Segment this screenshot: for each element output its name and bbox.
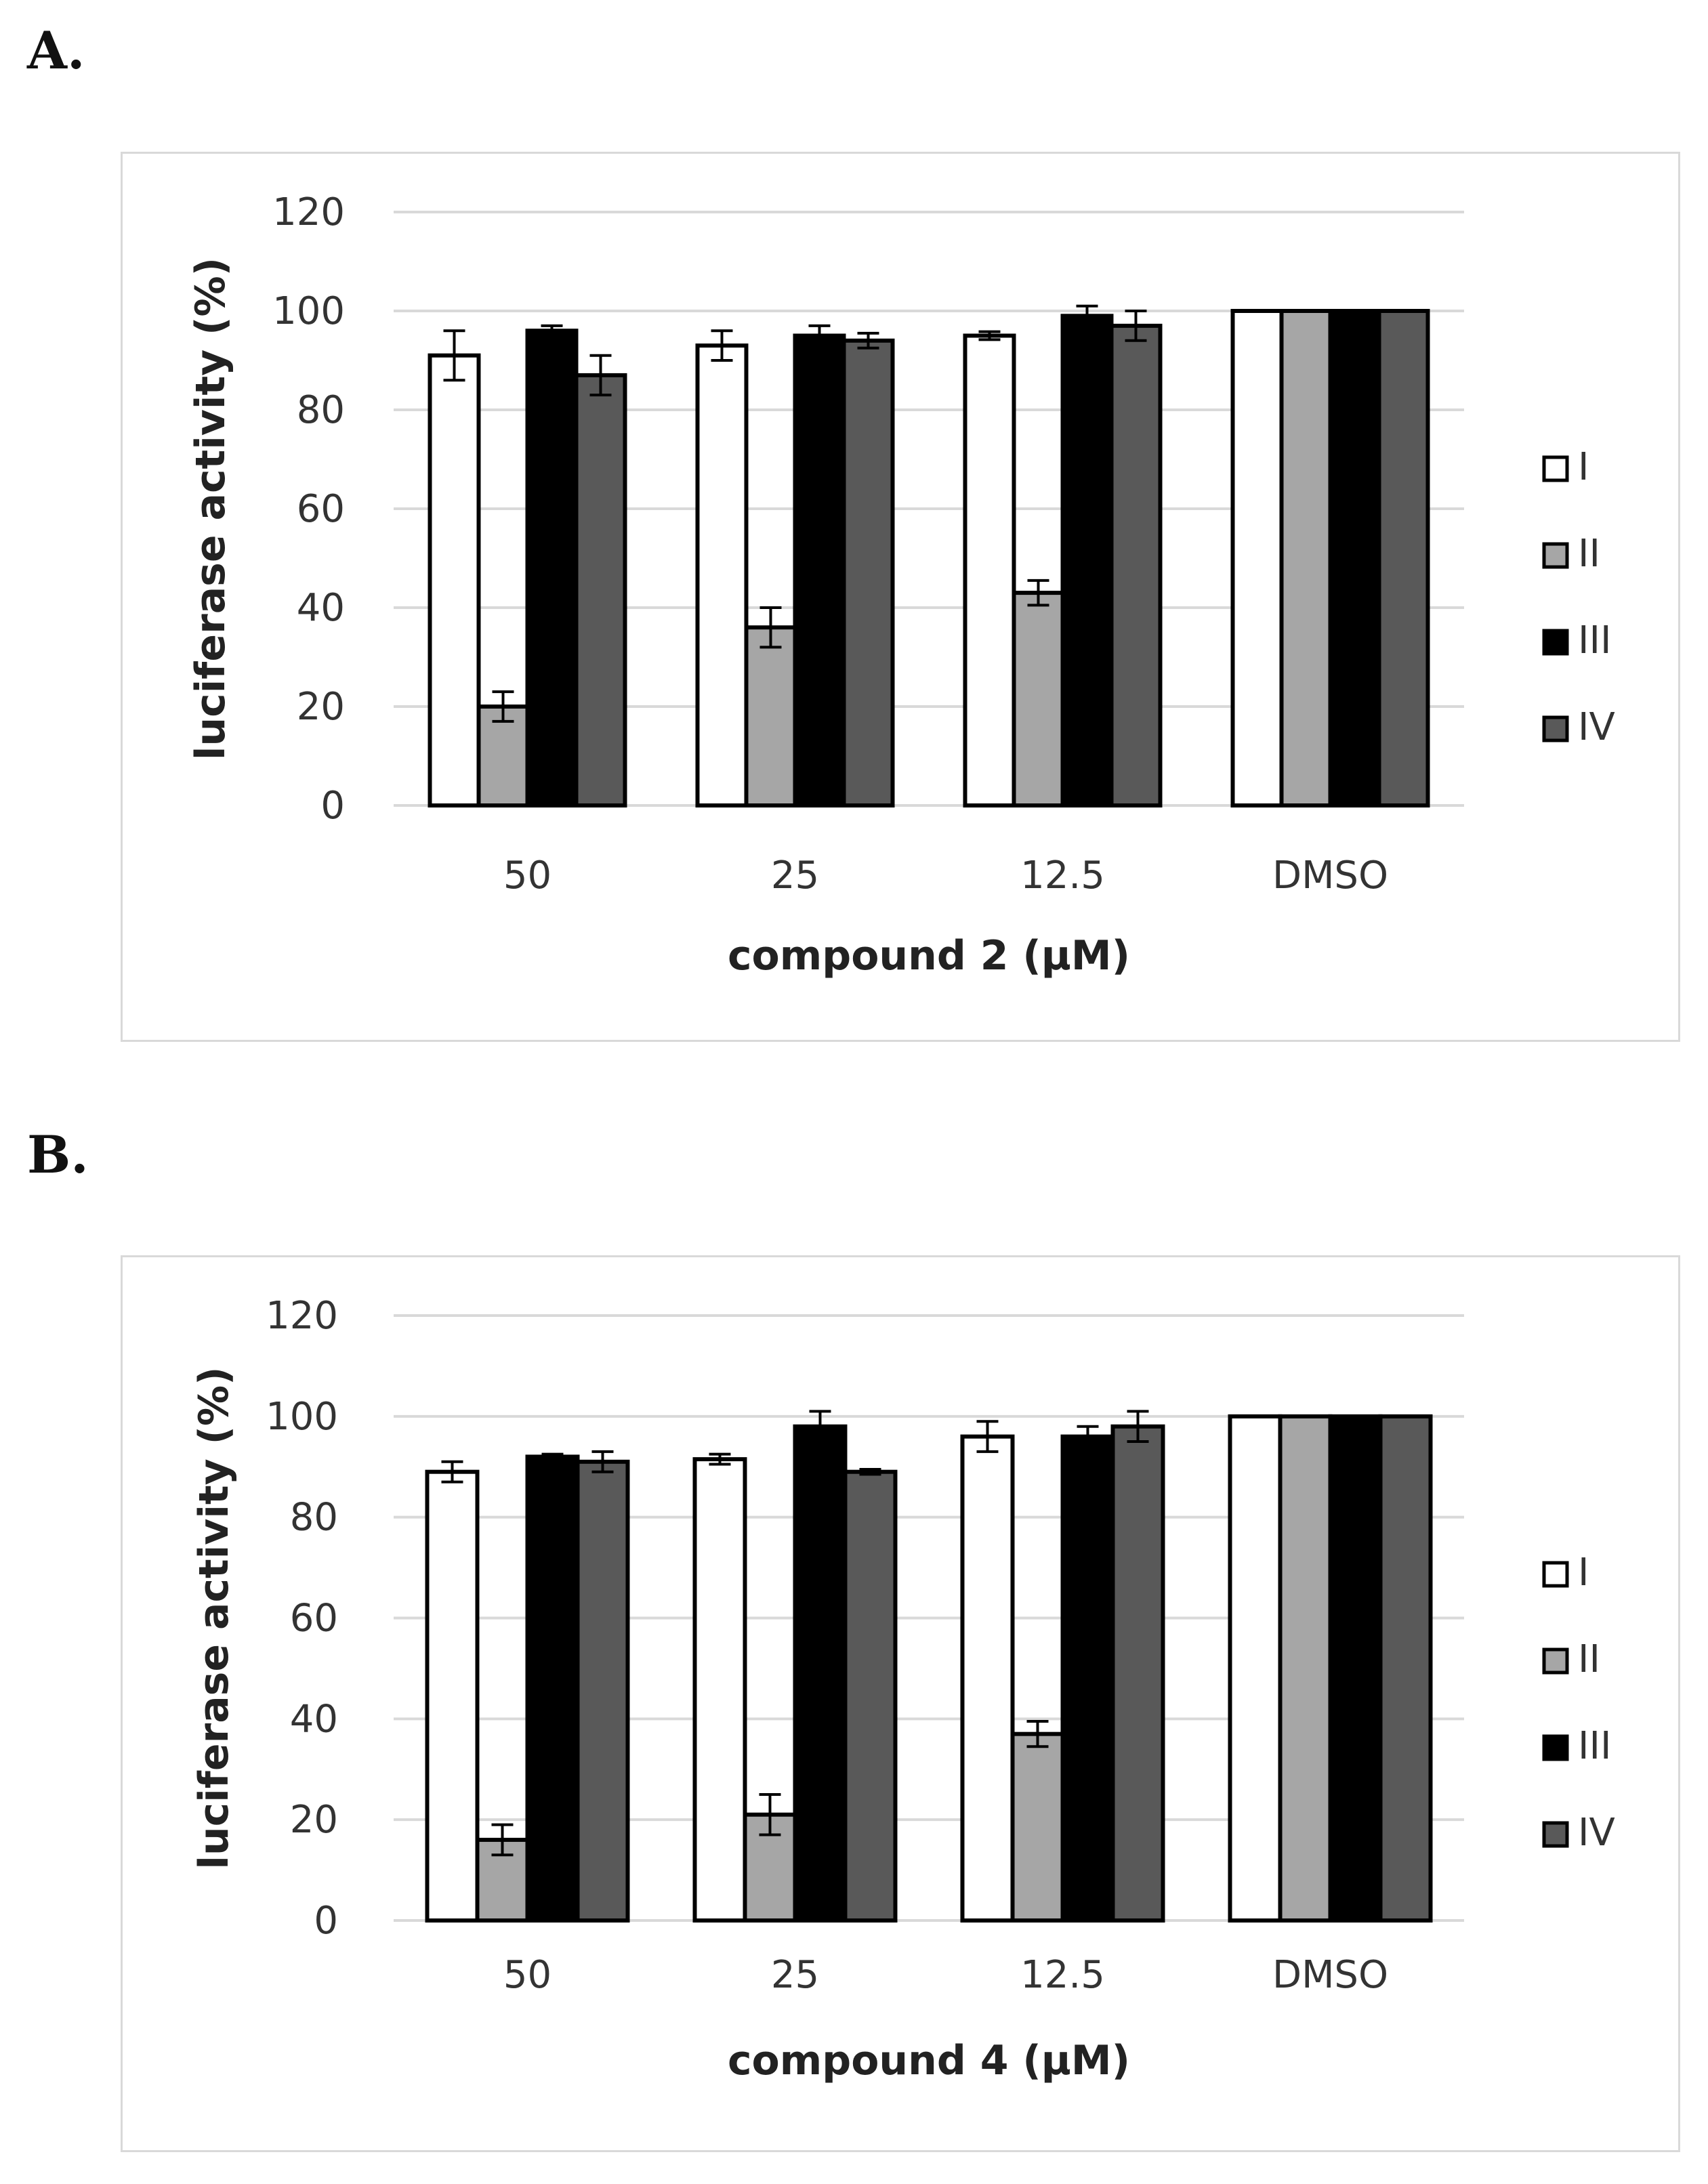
y-tick-label: 0 bbox=[314, 1899, 338, 1943]
bar-ii bbox=[744, 625, 797, 807]
legend-label: III bbox=[1578, 1724, 1612, 1768]
legend-swatch-i bbox=[1542, 1561, 1569, 1588]
bar-iv bbox=[1109, 323, 1163, 807]
panel-label-a: A. bbox=[27, 20, 85, 81]
panel-label-b: B. bbox=[27, 1125, 89, 1185]
y-tick-label: 20 bbox=[297, 685, 345, 729]
x-axis-title: compound 4 (µM) bbox=[728, 2037, 1130, 2084]
bar-iv bbox=[1377, 309, 1430, 807]
x-axis-title: compound 2 (µM) bbox=[728, 932, 1130, 980]
bar-iv bbox=[1378, 1414, 1433, 1923]
bar-iv bbox=[575, 1459, 630, 1923]
y-tick-label: 0 bbox=[320, 784, 345, 828]
bar-iv bbox=[843, 1469, 898, 1923]
x-category-label: 25 bbox=[771, 1953, 819, 1997]
legend-label: I bbox=[1578, 1551, 1589, 1595]
y-tick-label: 40 bbox=[297, 586, 345, 630]
x-category-label: 12.5 bbox=[1020, 1953, 1105, 1997]
bar-ii bbox=[1010, 1731, 1065, 1923]
bar-i bbox=[425, 1469, 480, 1923]
x-category-label: 25 bbox=[771, 854, 819, 898]
bar-i bbox=[1230, 309, 1284, 807]
y-tick-label: 40 bbox=[290, 1697, 338, 1741]
legend-label: IV bbox=[1578, 1811, 1615, 1855]
bar-iii bbox=[525, 329, 579, 807]
bar-iv bbox=[841, 338, 895, 807]
bar-ii bbox=[1012, 591, 1065, 807]
bar-iv bbox=[574, 373, 627, 807]
bar-i bbox=[1228, 1414, 1283, 1923]
bar-iii bbox=[525, 1454, 580, 1923]
bar-iii bbox=[1060, 1434, 1115, 1923]
chart-panel-b: 0 20 40 60 80 100 120 50 25 12.5 DMSO luciferase ac… bbox=[121, 1255, 1680, 2152]
bar-iii bbox=[1060, 314, 1114, 808]
chart-panel-a: 0 20 40 60 80 100 120 50 25 12.5 DMSO luciferase ac… bbox=[121, 152, 1680, 1042]
bar-iii bbox=[1328, 309, 1381, 807]
y-tick-label: 60 bbox=[297, 487, 345, 531]
y-axis-title: luciferase activity (%) bbox=[190, 1366, 238, 1869]
x-category-label: DMSO bbox=[1272, 854, 1388, 898]
legend-swatch-i bbox=[1542, 455, 1569, 482]
bar-i bbox=[963, 333, 1016, 807]
y-tick-label: 80 bbox=[290, 1496, 338, 1540]
x-category-label: 12.5 bbox=[1020, 854, 1105, 898]
legend-label: I bbox=[1578, 445, 1589, 489]
legend-label: II bbox=[1578, 1637, 1600, 1681]
legend-swatch-iii bbox=[1542, 629, 1569, 656]
x-category-label: DMSO bbox=[1272, 1953, 1388, 1997]
bar-ii bbox=[1278, 1414, 1333, 1923]
bar-chart-b: 0 20 40 60 80 100 120 50 25 12.5 DMSO luciferase ac… bbox=[190, 1294, 1615, 2084]
legend-label: IV bbox=[1578, 705, 1615, 749]
y-tick-label: 120 bbox=[266, 1294, 338, 1338]
bar-i bbox=[692, 1457, 747, 1923]
bar-iv bbox=[1110, 1424, 1165, 1923]
y-tick-label: 100 bbox=[272, 289, 345, 333]
y-tick-label: 80 bbox=[297, 388, 345, 432]
bar-chart-a: 0 20 40 60 80 100 120 50 25 12.5 DMSO luciferase ac… bbox=[187, 190, 1615, 980]
bar-ii bbox=[1279, 309, 1333, 807]
bar-iii bbox=[793, 333, 846, 807]
bar-i bbox=[695, 343, 749, 808]
legend-swatch-iv bbox=[1542, 715, 1569, 742]
bar-i bbox=[428, 353, 481, 807]
legend-label: III bbox=[1578, 618, 1612, 663]
y-tick-label: 100 bbox=[266, 1395, 338, 1439]
bar-iii bbox=[793, 1424, 848, 1923]
y-tick-label: 120 bbox=[272, 190, 345, 234]
x-category-label: 50 bbox=[503, 854, 551, 898]
legend-swatch-iv bbox=[1542, 1821, 1569, 1848]
legend-swatch-iii bbox=[1542, 1734, 1569, 1761]
legend-swatch-ii bbox=[1542, 542, 1569, 569]
legend-label: II bbox=[1578, 532, 1600, 576]
bar-iii bbox=[1328, 1414, 1383, 1923]
bar-i bbox=[960, 1434, 1015, 1923]
legend-swatch-ii bbox=[1542, 1647, 1569, 1675]
y-tick-label: 20 bbox=[290, 1798, 338, 1842]
y-tick-label: 60 bbox=[290, 1597, 338, 1641]
x-category-label: 50 bbox=[503, 1953, 551, 1997]
y-axis-title: luciferase activity (%) bbox=[187, 257, 234, 760]
